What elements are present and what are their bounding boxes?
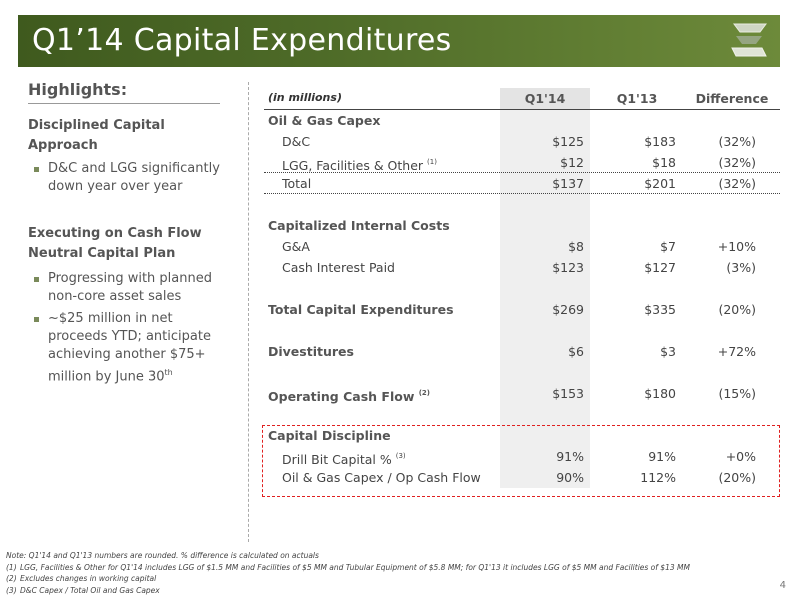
footnote-text: D&C Capex / Total Oil and Gas Capex [20,585,160,595]
row-label: Oil & Gas Capex / Op Cash Flow [282,470,481,485]
table-row: G&A $8 $7 +10% [264,236,780,257]
value-q1-14: $123 [552,260,584,275]
column-header-q1-14: Q1'14 [500,88,590,110]
row-label: Oil & Gas Capex [268,113,381,128]
row-label-with-footnote: Operating Cash Flow (2) [268,383,430,407]
column-header-q1-13: Q1'13 [616,91,658,106]
footnote-item: (1) LGG, Facilities & Other for Q1'14 inc… [6,562,766,574]
value-difference: (32%) [718,155,756,170]
value-q1-13: $7 [660,239,676,254]
row-label: Drill Bit Capital % [282,452,392,467]
title-bar: Q1’14 Capital Expenditures [18,15,780,67]
value-difference: (15%) [718,386,756,401]
value-difference: (20%) [718,470,756,485]
footnote-marker: (2) [418,389,431,397]
row-label: G&A [282,239,310,254]
value-q1-14: $125 [552,134,584,149]
value-q1-13: 112% [640,470,676,485]
dotted-rule [264,172,780,173]
capital-discipline-highlight-box [262,425,780,497]
value-difference: (20%) [718,302,756,317]
highlight-section-title: Executing on Cash Flow Neutral Capital P… [28,226,202,261]
value-difference: +72% [717,344,756,359]
highlight-bullet: Progressing with planned non-core asset … [28,270,234,306]
page-title: Q1’14 Capital Expenditures [32,23,452,58]
ordinal-suffix: th [164,368,173,377]
footnote-number: (2) [6,574,17,583]
value-q1-13: $335 [644,302,676,317]
row-label: Operating Cash Flow [268,389,415,404]
row-label: Total Capital Expenditures [268,302,454,317]
value-q1-13: 91% [648,449,676,464]
value-q1-14: $269 [552,302,584,317]
table-row: Drill Bit Capital % (3) 91% 91% +0% [264,446,780,467]
highlights-heading: Highlights: [28,80,220,104]
section-title-row: Oil & Gas Capex [264,110,780,131]
value-q1-14: $8 [568,239,584,254]
row-label: D&C [282,134,311,149]
highlight-bullet-text: ~$25 million in net proceeds YTD; antici… [48,311,211,385]
value-q1-14: $137 [552,176,584,191]
value-difference: (3%) [726,260,756,275]
table-header: (in millions) Q1'14 Q1'13 Difference [264,88,780,110]
vertical-divider [248,82,249,542]
value-q1-13: $180 [644,386,676,401]
footnote-number: (1) [6,562,17,572]
row-label: Cash Interest Paid [282,260,395,275]
table-row: D&C $125 $183 (32%) [264,131,780,152]
table-row-total-capex: Total Capital Expenditures $269 $335 (20… [264,299,780,320]
highlight-section-title: Disciplined Capital Approach [28,118,165,153]
footnote-text: Excludes changes in working capital [20,574,157,583]
value-q1-13: $201 [644,176,676,191]
row-label: Capitalized Internal Costs [268,218,450,233]
value-q1-14: 91% [556,449,584,464]
page-number: 4 [779,580,786,591]
footnotes: Note: Q1'14 and Q1'13 numbers are rounde… [6,550,766,596]
table-row-divestitures: Divestitures $6 $3 +72% [264,341,780,362]
footnote-note: Note: Q1'14 and Q1'13 numbers are rounde… [6,551,319,560]
section-title-row: Capital Discipline [264,425,780,446]
value-q1-13: $3 [660,344,676,359]
highlight-bullet: D&C and LGG significantly down year over… [28,160,234,196]
footnote-text: LGG, Facilities & Other for Q1'14 includ… [20,562,690,572]
value-difference: +0% [725,449,756,464]
table-row: LGG, Facilities & Other (1) $12 $18 (32%… [264,152,780,173]
footnote-number: (3) [6,585,17,595]
column-header-difference: Difference [695,91,769,106]
value-q1-14: $6 [568,344,584,359]
value-difference: +10% [717,239,756,254]
value-q1-13: $127 [644,260,676,275]
dotted-rule [264,193,780,194]
row-label: Divestitures [268,344,354,359]
company-logo-icon [731,23,767,57]
footnote-item: (3) D&C Capex / Total Oil and Gas Capex [6,585,766,597]
capex-table: (in millions) Q1'14 Q1'13 Difference Oil… [264,88,780,488]
value-q1-13: $183 [644,134,676,149]
header-rule [264,109,780,110]
table-row-op-cash-flow: Operating Cash Flow (2) $153 $180 (15%) [264,383,780,404]
table-row-total: Total $137 $201 (32%) [264,173,780,194]
section-title-row: Capitalized Internal Costs [264,215,780,236]
value-q1-14: 90% [556,470,584,485]
highlights-panel: Highlights: Disciplined Capital Approach… [28,80,234,386]
value-q1-14: $153 [552,386,584,401]
row-label: Total [282,176,312,191]
footnote-marker: (3) [395,452,406,460]
highlight-bullet: ~$25 million in net proceeds YTD; antici… [28,310,234,386]
row-label-with-footnote: LGG, Facilities & Other (1) [282,152,437,176]
value-q1-13: $18 [652,155,676,170]
table-row: Oil & Gas Capex / Op Cash Flow 90% 112% … [264,467,780,488]
table-row: Cash Interest Paid $123 $127 (3%) [264,257,780,278]
unit-label: (in millions) [268,91,342,104]
row-label: Capital Discipline [268,428,391,443]
row-label: LGG, Facilities & Other [282,158,424,173]
value-q1-14: $12 [560,155,584,170]
value-difference: (32%) [718,176,756,191]
row-label-with-footnote: Drill Bit Capital % (3) [282,446,406,470]
footnote-item: (2) Excludes changes in working capital [6,573,766,585]
footnote-marker: (1) [427,158,437,166]
value-difference: (32%) [718,134,756,149]
